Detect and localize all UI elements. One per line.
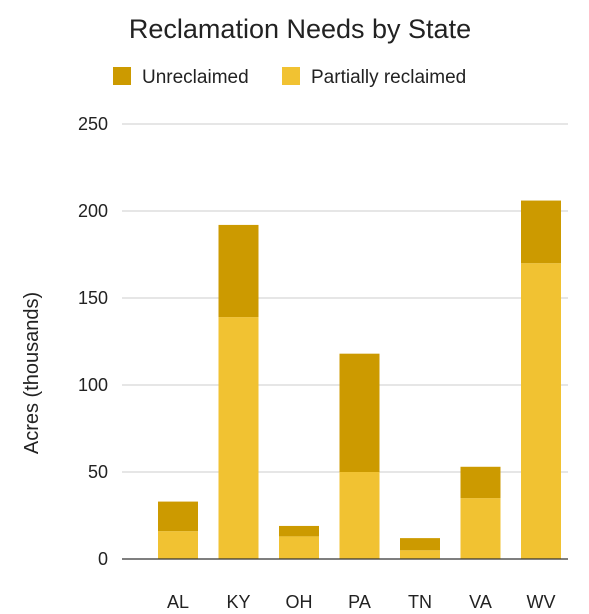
legend-label-partially-reclaimed: Partially reclaimed	[311, 67, 466, 88]
chart-title: Reclamation Needs by State	[129, 14, 471, 44]
bar-va-partially-reclaimed	[460, 498, 501, 559]
legend-swatch-partially-reclaimed	[282, 67, 300, 85]
bar-wv-unreclaimed	[521, 200, 561, 264]
bar-ky-partially-reclaimed	[218, 317, 259, 559]
x-tick-label: AL	[167, 592, 189, 612]
x-tick-label: PA	[348, 592, 371, 612]
bars	[158, 200, 561, 559]
bar-oh-partially-reclaimed	[279, 536, 319, 559]
bar-tn-partially-reclaimed	[400, 550, 440, 559]
y-axis-ticks: 0 50 100 150 200 250	[78, 114, 108, 569]
bar-ky-unreclaimed	[218, 224, 259, 318]
y-tick-label: 200	[78, 201, 108, 221]
x-axis-ticks: AL KY OH PA TN VA WV	[167, 592, 556, 612]
bar-wv-partially-reclaimed	[521, 263, 561, 559]
bar-al-unreclaimed	[158, 501, 198, 532]
y-axis-title: Acres (thousands)	[21, 292, 43, 454]
x-tick-label: VA	[469, 592, 492, 612]
y-tick-label: 0	[98, 549, 108, 569]
bar-tn-unreclaimed	[400, 538, 440, 551]
y-tick-label: 50	[88, 462, 108, 482]
y-tick-label: 250	[78, 114, 108, 134]
legend-swatch-unreclaimed	[113, 67, 131, 85]
x-tick-label: KY	[226, 592, 250, 612]
bar-al-partially-reclaimed	[158, 531, 198, 559]
y-tick-label: 150	[78, 288, 108, 308]
bar-va-unreclaimed	[460, 466, 501, 499]
bar-pa-partially-reclaimed	[339, 472, 380, 559]
x-tick-label: OH	[286, 592, 313, 612]
legend-label-unreclaimed: Unreclaimed	[142, 67, 249, 88]
y-tick-label: 100	[78, 375, 108, 395]
x-tick-label: TN	[408, 592, 432, 612]
bar-oh-unreclaimed	[279, 525, 319, 537]
legend: Unreclaimed Partially reclaimed	[113, 67, 466, 88]
x-tick-label: WV	[527, 592, 556, 612]
bar-pa-unreclaimed	[339, 353, 380, 472]
